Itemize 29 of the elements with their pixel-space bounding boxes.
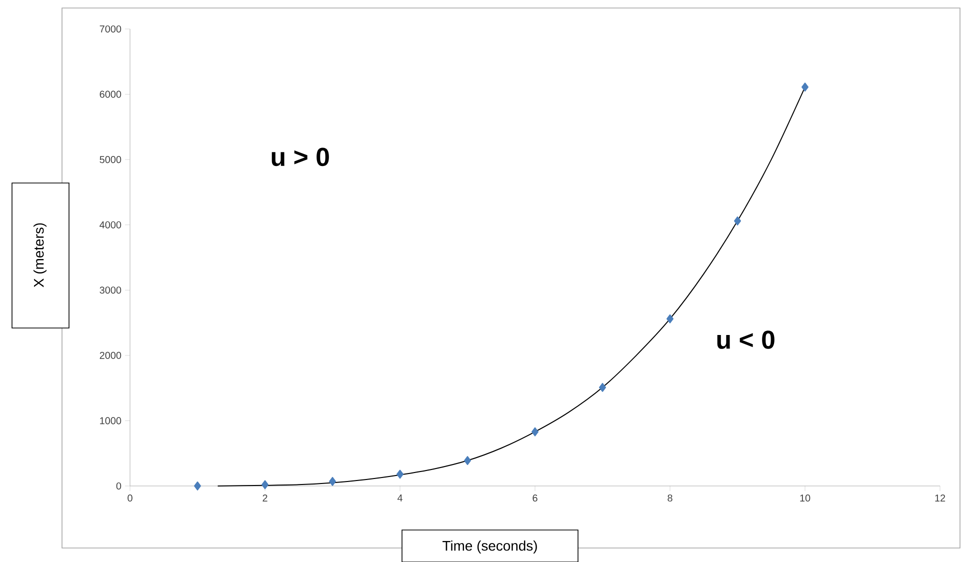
y-tick-label: 3000 <box>100 286 122 294</box>
x-tick-label: 2 <box>262 494 268 502</box>
x-tick-label: 6 <box>532 494 538 502</box>
point <box>329 476 336 486</box>
y-tick-label: 4000 <box>100 221 122 228</box>
x-axis-title: Time (seconds) <box>442 540 537 554</box>
y-tick-label: 1000 <box>100 417 122 424</box>
x-tick-label: 4 <box>397 494 402 502</box>
point <box>734 216 742 226</box>
x-tick-label: 8 <box>668 494 672 502</box>
point <box>396 470 404 479</box>
y-axis-title: X (meters) <box>34 223 47 288</box>
y-tick-label: 0 <box>116 482 122 490</box>
x-tick-label: 12 <box>935 494 946 502</box>
point <box>599 382 606 392</box>
point <box>532 427 539 436</box>
y-tick-label: 7000 <box>100 25 122 33</box>
point <box>666 314 674 324</box>
point <box>464 456 472 466</box>
y-tick-label: 5000 <box>100 156 122 164</box>
y-tick-label: 6000 <box>100 90 122 98</box>
x-tick-label: 0 <box>128 494 132 502</box>
point <box>802 82 809 92</box>
annotation: u < 0 <box>717 330 774 349</box>
point <box>262 480 269 490</box>
annotation: u > 0 <box>272 148 329 166</box>
x-tick-label: 10 <box>800 494 810 502</box>
y-tick-label: 2000 <box>100 352 122 359</box>
point <box>194 481 202 490</box>
